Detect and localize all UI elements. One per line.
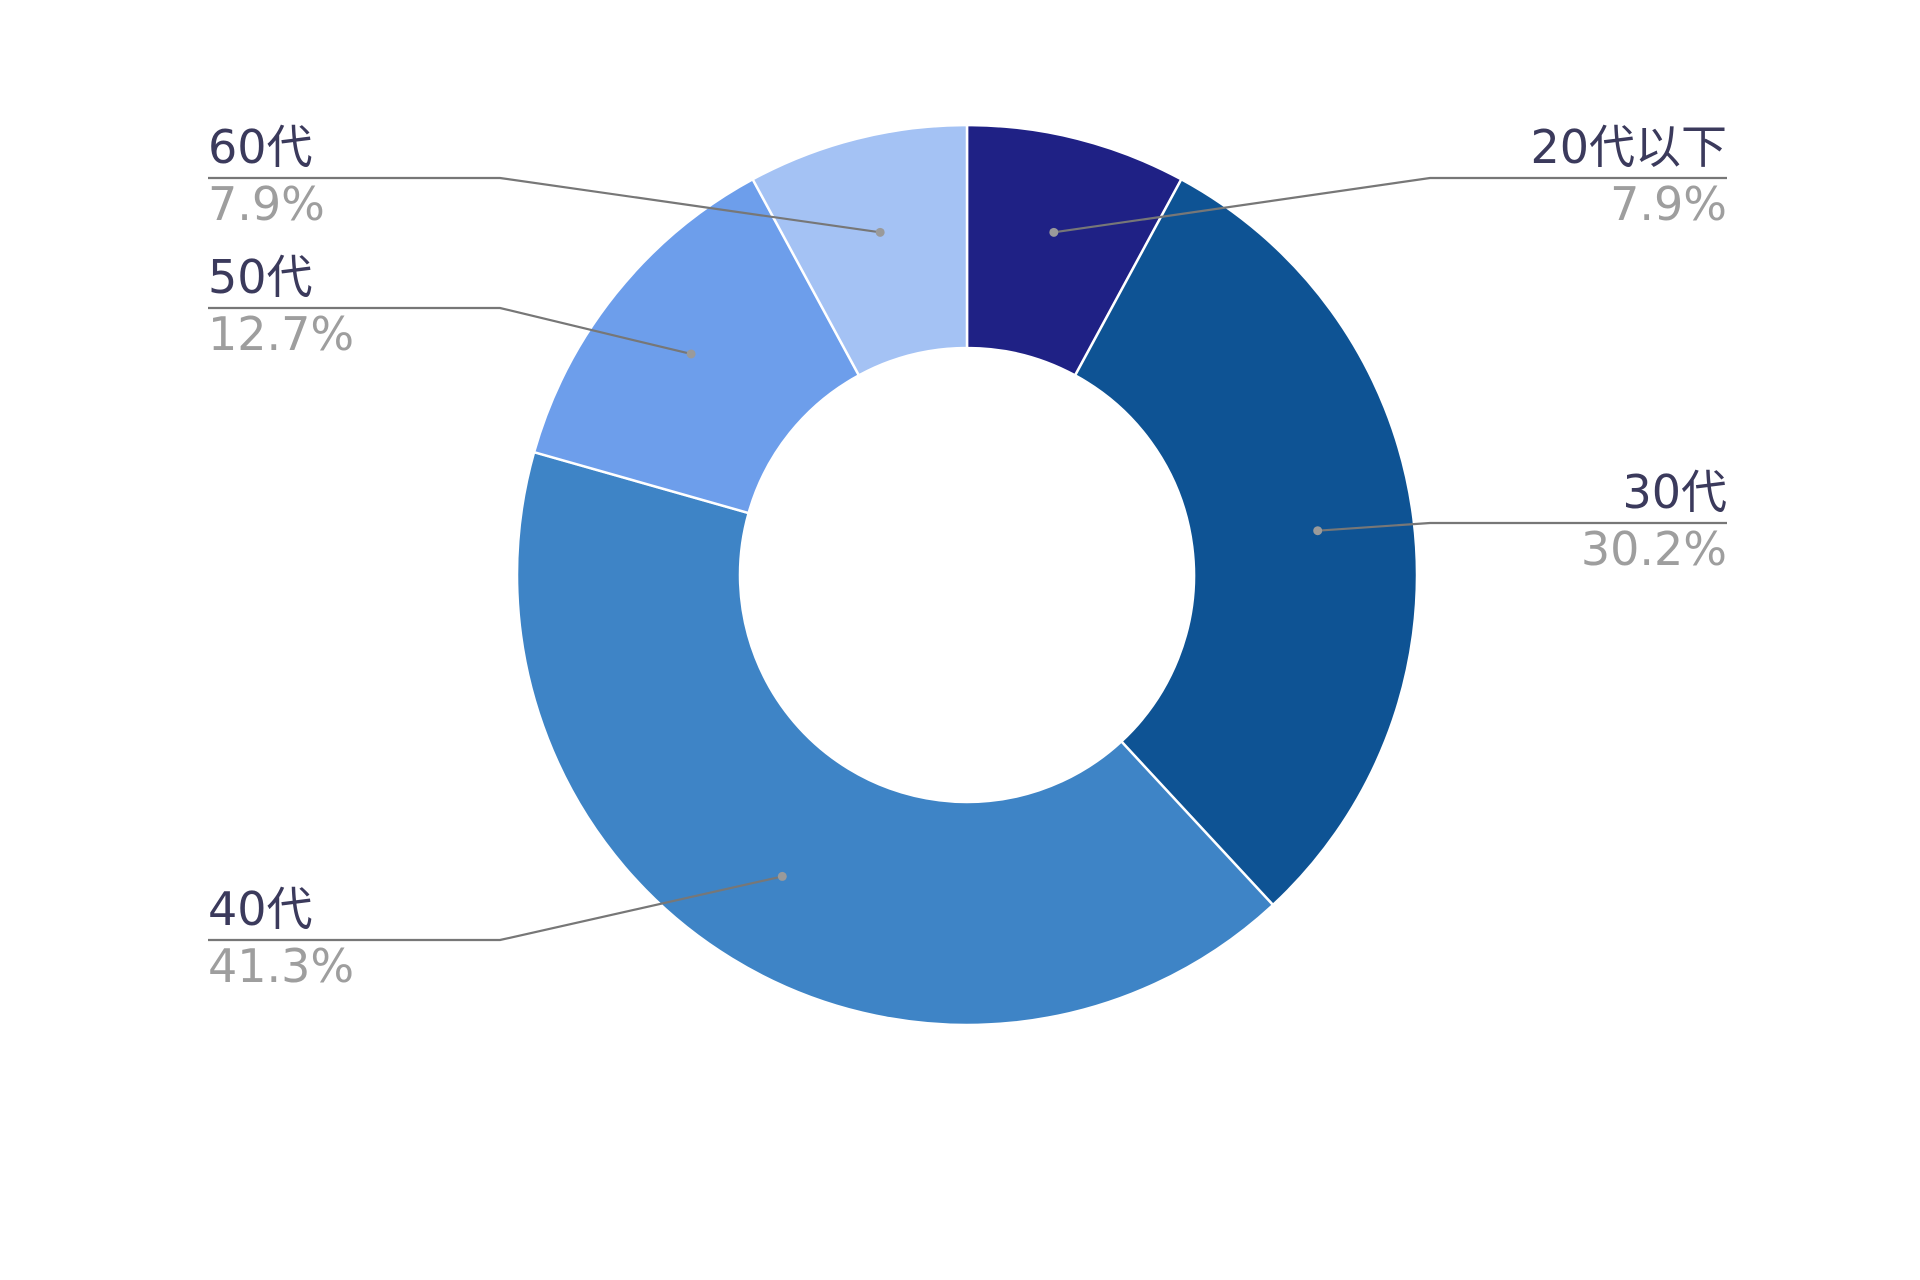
donut-slice-3 [515,450,1275,1027]
category-label-2: 30代 [1622,465,1727,519]
category-label-4: 50代 [208,250,313,304]
donut-slices [515,123,1419,1027]
percent-label-1: 7.9% [1610,177,1727,231]
percent-label-2: 30.2% [1581,522,1727,576]
leader-line-2 [1317,521,1727,532]
leader-line-4 [208,306,692,356]
percent-label-3: 41.3% [208,939,354,993]
leader-lines [208,176,1727,942]
donut-slice-5 [750,123,969,378]
donut-slice-4 [532,177,861,515]
leader-dot-4 [686,349,696,359]
leader-dot-2 [1313,526,1323,536]
leader-dot-1 [1049,227,1059,237]
leader-dot-5 [875,227,885,237]
leader-line-1 [1053,176,1727,234]
category-label-5: 60代 [208,120,313,174]
category-label-3: 40代 [208,882,313,936]
leader-line-3 [208,875,783,942]
leader-dot-3 [777,871,787,881]
category-label-1: 20代以下 [1530,120,1727,174]
donut-slice-2 [1073,177,1419,907]
percent-label-4: 12.7% [208,307,354,361]
leader-line-5 [208,176,881,234]
percent-label-5: 7.9% [208,177,325,231]
